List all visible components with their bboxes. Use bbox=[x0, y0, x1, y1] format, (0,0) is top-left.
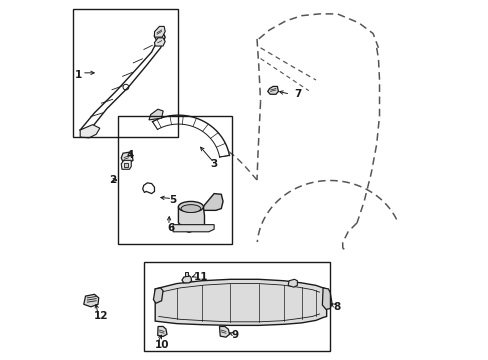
Polygon shape bbox=[322, 288, 331, 309]
Polygon shape bbox=[287, 279, 297, 287]
Polygon shape bbox=[173, 225, 214, 232]
Text: 6: 6 bbox=[166, 223, 174, 233]
Bar bbox=[118, 116, 231, 244]
Polygon shape bbox=[124, 163, 128, 167]
Text: 7: 7 bbox=[293, 89, 301, 99]
Text: 9: 9 bbox=[231, 330, 239, 341]
Text: 2: 2 bbox=[109, 175, 117, 185]
Polygon shape bbox=[83, 294, 99, 307]
Text: 12: 12 bbox=[94, 311, 108, 321]
Text: 8: 8 bbox=[332, 302, 340, 312]
Polygon shape bbox=[121, 160, 131, 169]
Polygon shape bbox=[184, 272, 188, 276]
Text: 11: 11 bbox=[193, 272, 208, 282]
Polygon shape bbox=[157, 327, 166, 337]
Bar bbox=[144, 262, 329, 351]
Polygon shape bbox=[182, 276, 191, 283]
Bar bbox=[73, 9, 178, 137]
Polygon shape bbox=[267, 86, 278, 94]
Polygon shape bbox=[201, 194, 223, 210]
Text: 4: 4 bbox=[126, 150, 134, 160]
Text: 3: 3 bbox=[210, 159, 217, 169]
Polygon shape bbox=[154, 26, 165, 37]
Ellipse shape bbox=[181, 204, 201, 212]
Polygon shape bbox=[155, 279, 326, 325]
Polygon shape bbox=[178, 207, 204, 230]
Polygon shape bbox=[149, 109, 163, 120]
Polygon shape bbox=[154, 38, 165, 46]
Polygon shape bbox=[153, 288, 163, 303]
Text: 1: 1 bbox=[75, 69, 82, 80]
Text: 5: 5 bbox=[169, 195, 176, 204]
Polygon shape bbox=[80, 125, 100, 138]
Polygon shape bbox=[219, 327, 229, 337]
Ellipse shape bbox=[178, 202, 203, 212]
Polygon shape bbox=[121, 152, 133, 163]
Circle shape bbox=[270, 89, 273, 92]
Text: 10: 10 bbox=[154, 340, 169, 350]
